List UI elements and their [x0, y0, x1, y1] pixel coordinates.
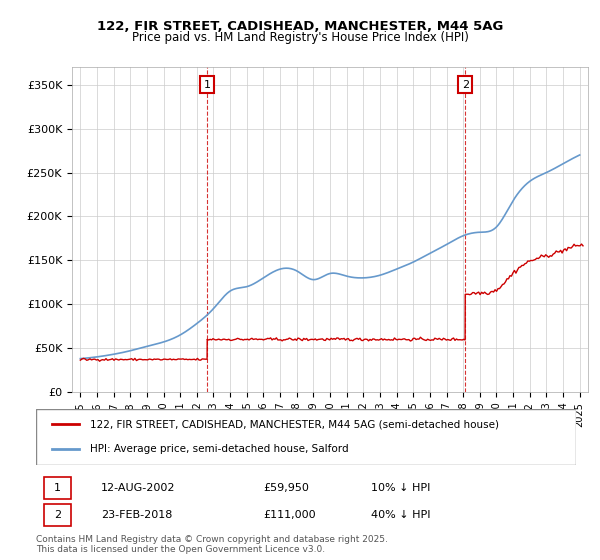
Text: £111,000: £111,000	[263, 510, 316, 520]
Text: £59,950: £59,950	[263, 483, 308, 493]
Text: 1: 1	[204, 80, 211, 90]
Text: 2: 2	[461, 80, 469, 90]
Text: 23-FEB-2018: 23-FEB-2018	[101, 510, 172, 520]
Text: 122, FIR STREET, CADISHEAD, MANCHESTER, M44 5AG: 122, FIR STREET, CADISHEAD, MANCHESTER, …	[97, 20, 503, 32]
Text: 2: 2	[54, 510, 61, 520]
FancyBboxPatch shape	[44, 503, 71, 526]
Text: Contains HM Land Registry data © Crown copyright and database right 2025.
This d: Contains HM Land Registry data © Crown c…	[36, 535, 388, 554]
Text: 12-AUG-2002: 12-AUG-2002	[101, 483, 175, 493]
Text: 40% ↓ HPI: 40% ↓ HPI	[371, 510, 430, 520]
Text: Price paid vs. HM Land Registry's House Price Index (HPI): Price paid vs. HM Land Registry's House …	[131, 31, 469, 44]
FancyBboxPatch shape	[44, 477, 71, 499]
Text: 122, FIR STREET, CADISHEAD, MANCHESTER, M44 5AG (semi-detached house): 122, FIR STREET, CADISHEAD, MANCHESTER, …	[90, 419, 499, 430]
FancyBboxPatch shape	[36, 409, 576, 465]
Text: 10% ↓ HPI: 10% ↓ HPI	[371, 483, 430, 493]
Text: 1: 1	[54, 483, 61, 493]
Text: HPI: Average price, semi-detached house, Salford: HPI: Average price, semi-detached house,…	[90, 444, 349, 454]
